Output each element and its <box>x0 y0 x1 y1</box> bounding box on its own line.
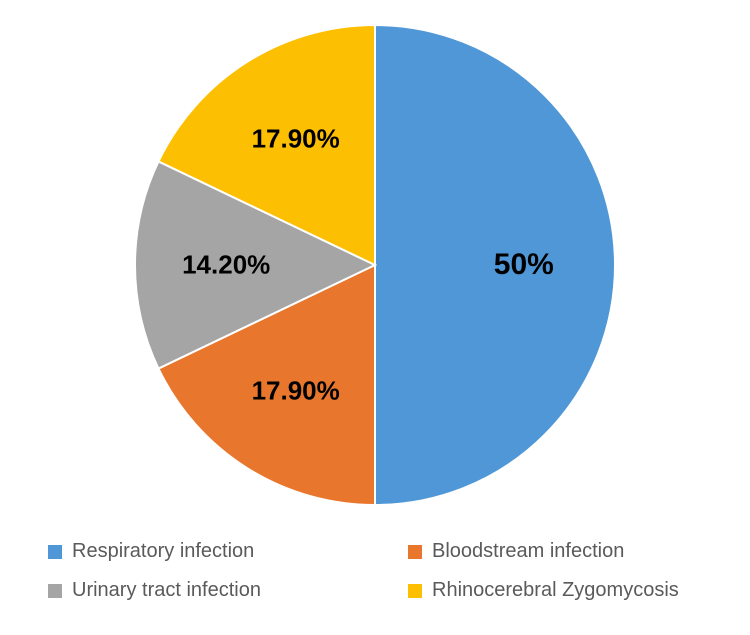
legend-item-urinary: Urinary tract infection <box>48 579 348 602</box>
legend-item-respiratory: Respiratory infection <box>48 540 348 563</box>
legend-label: Urinary tract infection <box>72 579 261 602</box>
slice-label: 17.90% <box>252 124 340 155</box>
legend-label: Bloodstream infection <box>432 540 624 563</box>
pie-chart-container: 50% 17.90% 14.20% 17.90% Respiratory infect… <box>0 0 750 635</box>
legend-swatch <box>48 545 62 559</box>
legend-label: Rhinocerebral Zygomycosis <box>432 579 679 602</box>
legend-item-bloodstream: Bloodstream infection <box>408 540 708 563</box>
legend-swatch <box>408 584 422 598</box>
pie-area: 50% 17.90% 14.20% 17.90% <box>135 25 615 505</box>
slice-label: 50% <box>494 248 554 282</box>
slice-label: 17.90% <box>252 375 340 406</box>
legend-row: Respiratory infection Bloodstream infect… <box>48 540 708 563</box>
legend-item-rhinocerebral: Rhinocerebral Zygomycosis <box>408 579 708 602</box>
slice-label: 14.20% <box>182 250 270 281</box>
legend-swatch <box>408 545 422 559</box>
legend-swatch <box>48 584 62 598</box>
legend-label: Respiratory infection <box>72 540 254 563</box>
legend: Respiratory infection Bloodstream infect… <box>48 540 708 618</box>
legend-row: Urinary tract infection Rhinocerebral Zy… <box>48 579 708 602</box>
